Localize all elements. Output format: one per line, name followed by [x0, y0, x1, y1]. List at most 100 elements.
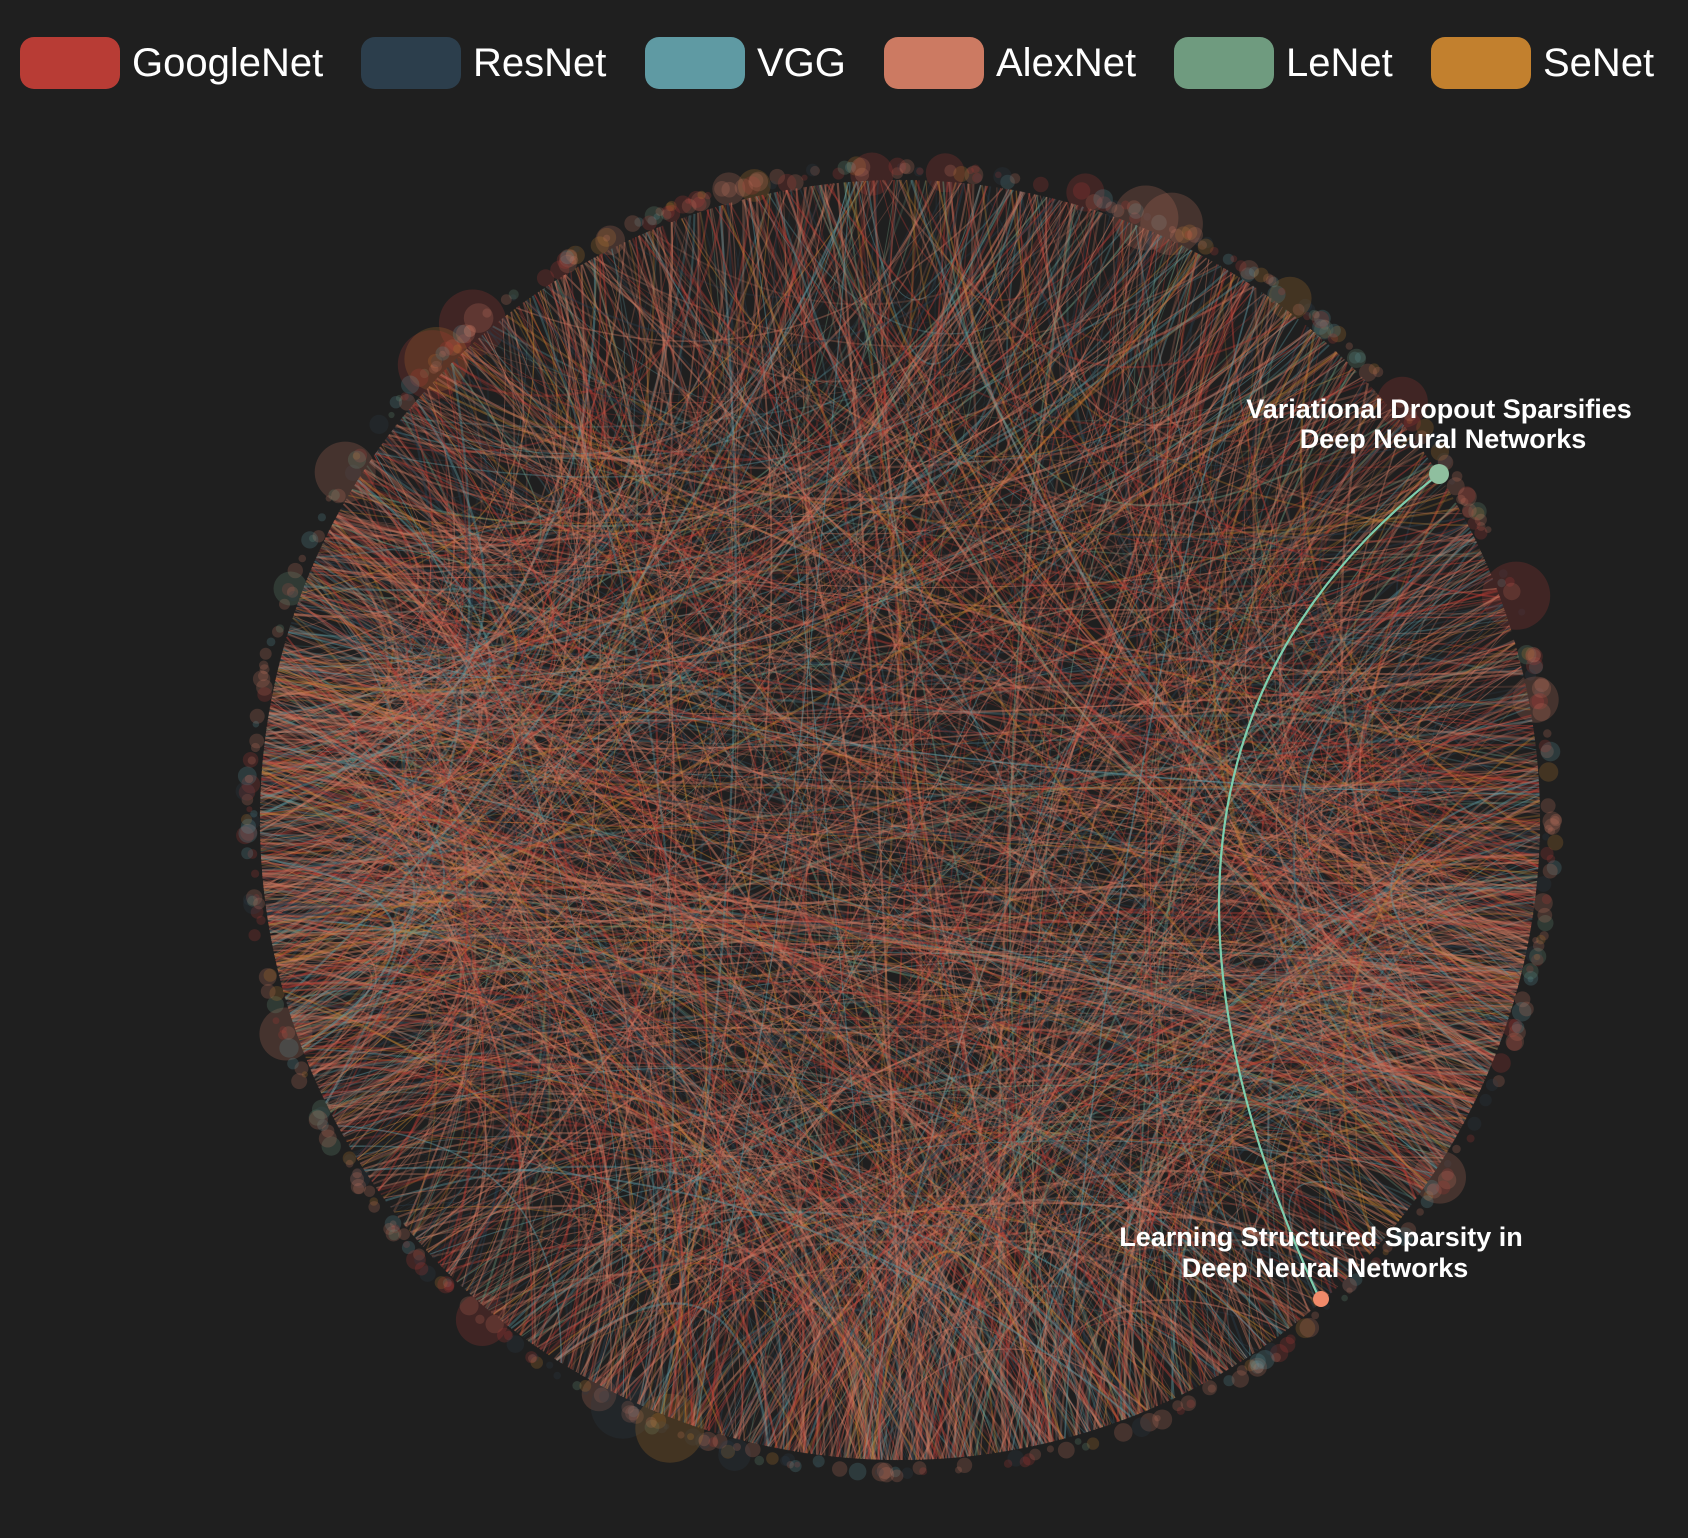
paper-node[interactable] [1525, 646, 1541, 663]
paper-node[interactable] [1372, 366, 1384, 378]
paper-node[interactable] [787, 174, 804, 191]
paper-node[interactable] [1456, 494, 1466, 505]
paper-node[interactable] [1537, 907, 1553, 923]
paper-node[interactable] [1511, 1021, 1525, 1034]
paper-node[interactable] [1502, 1018, 1521, 1038]
paper-node[interactable] [397, 330, 468, 400]
paper-node[interactable] [1504, 576, 1515, 587]
paper-node[interactable] [1382, 1249, 1389, 1256]
paper-node[interactable] [1316, 321, 1335, 340]
paper-node[interactable] [1303, 312, 1312, 321]
paper-node[interactable] [1382, 1242, 1393, 1253]
paper-node[interactable] [660, 209, 672, 220]
paper-node[interactable] [878, 1467, 895, 1483]
paper-node[interactable] [685, 197, 692, 204]
paper-node[interactable] [1255, 1350, 1275, 1370]
paper-node[interactable] [973, 174, 983, 183]
paper-node[interactable] [398, 1228, 410, 1241]
paper-node[interactable] [1430, 442, 1449, 461]
paper-node[interactable] [1253, 1363, 1264, 1374]
paper-node[interactable] [956, 1457, 973, 1474]
paper-node[interactable] [1413, 1150, 1466, 1204]
paper-node[interactable] [308, 1109, 325, 1126]
paper-node[interactable] [1327, 333, 1339, 344]
paper-node[interactable] [1534, 677, 1549, 692]
paper-node[interactable] [317, 1119, 329, 1131]
paper-node[interactable] [916, 167, 924, 175]
paper-node[interactable] [414, 1262, 429, 1276]
paper-node[interactable] [1154, 1415, 1161, 1422]
paper-node[interactable] [1529, 694, 1545, 710]
paper-node[interactable] [345, 1159, 354, 1168]
paper-node[interactable] [235, 781, 255, 801]
paper-node[interactable] [269, 986, 285, 1001]
legend-item-googlenet[interactable]: GoogleNet [20, 36, 323, 90]
paper-node[interactable] [1538, 739, 1552, 753]
paper-node[interactable] [1299, 1317, 1320, 1338]
paper-node[interactable] [318, 1129, 337, 1148]
paper-node[interactable] [1033, 176, 1049, 193]
paper-node[interactable] [912, 1461, 927, 1475]
paper-node[interactable] [1194, 237, 1203, 246]
paper-node[interactable] [721, 181, 738, 198]
paper-node[interactable] [525, 1351, 538, 1364]
paper-node[interactable] [1000, 174, 1015, 190]
paper-node[interactable] [1121, 200, 1131, 210]
paper-node[interactable] [558, 254, 577, 274]
paper-node[interactable] [661, 205, 675, 219]
paper-node[interactable] [837, 160, 852, 175]
paper-node[interactable] [1265, 275, 1277, 286]
paper-node[interactable] [1526, 965, 1534, 973]
paper-node[interactable] [419, 1265, 436, 1282]
paper-node[interactable] [243, 812, 260, 830]
paper-node[interactable] [401, 375, 420, 394]
paper-node[interactable] [1105, 200, 1124, 219]
paper-node[interactable] [1546, 854, 1556, 864]
paper-node[interactable] [1446, 477, 1465, 496]
paper-node[interactable] [1466, 1134, 1475, 1143]
paper-node[interactable] [1074, 1438, 1082, 1445]
paper-node[interactable] [846, 156, 866, 176]
paper-node[interactable] [1172, 1400, 1184, 1412]
legend-item-alexnet[interactable]: AlexNet [884, 36, 1136, 90]
paper-node[interactable] [579, 1380, 592, 1392]
paper-node[interactable] [1186, 1399, 1196, 1409]
paper-node[interactable] [1540, 798, 1556, 814]
paper-node[interactable] [697, 190, 706, 200]
paper-node[interactable] [708, 1437, 719, 1448]
paper-node[interactable] [733, 1443, 741, 1451]
paper-node[interactable] [890, 1466, 901, 1478]
paper-node[interactable] [241, 774, 261, 794]
paper-node[interactable] [1400, 1222, 1417, 1238]
paper-node[interactable] [256, 915, 266, 925]
paper-node[interactable] [427, 354, 443, 369]
paper-node[interactable] [279, 1038, 299, 1058]
paper-node[interactable] [1319, 319, 1331, 330]
paper-node[interactable] [1471, 506, 1485, 521]
paper-node[interactable] [1093, 189, 1113, 209]
paper-node[interactable] [383, 1223, 396, 1235]
paper-node[interactable] [1169, 228, 1184, 243]
paper-node[interactable] [1506, 1035, 1523, 1051]
paper-node[interactable] [350, 1167, 371, 1188]
paper-node[interactable] [569, 255, 579, 265]
paper-node[interactable] [251, 869, 260, 878]
paper-node[interactable] [442, 1278, 452, 1288]
paper-node[interactable] [1131, 1417, 1152, 1437]
paper-node[interactable] [247, 849, 258, 859]
paper-node[interactable] [650, 1412, 667, 1429]
paper-node[interactable] [874, 1467, 884, 1477]
paper-node[interactable] [1349, 1273, 1363, 1286]
paper-node[interactable] [343, 1154, 356, 1166]
paper-node[interactable] [901, 1467, 914, 1479]
paper-node[interactable] [721, 1444, 735, 1459]
paper-node[interactable] [312, 530, 325, 543]
paper-node[interactable] [475, 1314, 485, 1325]
paper-node[interactable] [1314, 309, 1331, 327]
paper-node[interactable] [590, 1374, 655, 1439]
paper-node[interactable] [582, 1387, 589, 1395]
paper-node[interactable] [603, 234, 611, 242]
paper-node[interactable] [1271, 1352, 1281, 1363]
paper-node[interactable] [482, 308, 492, 318]
paper-node[interactable] [1181, 224, 1198, 241]
